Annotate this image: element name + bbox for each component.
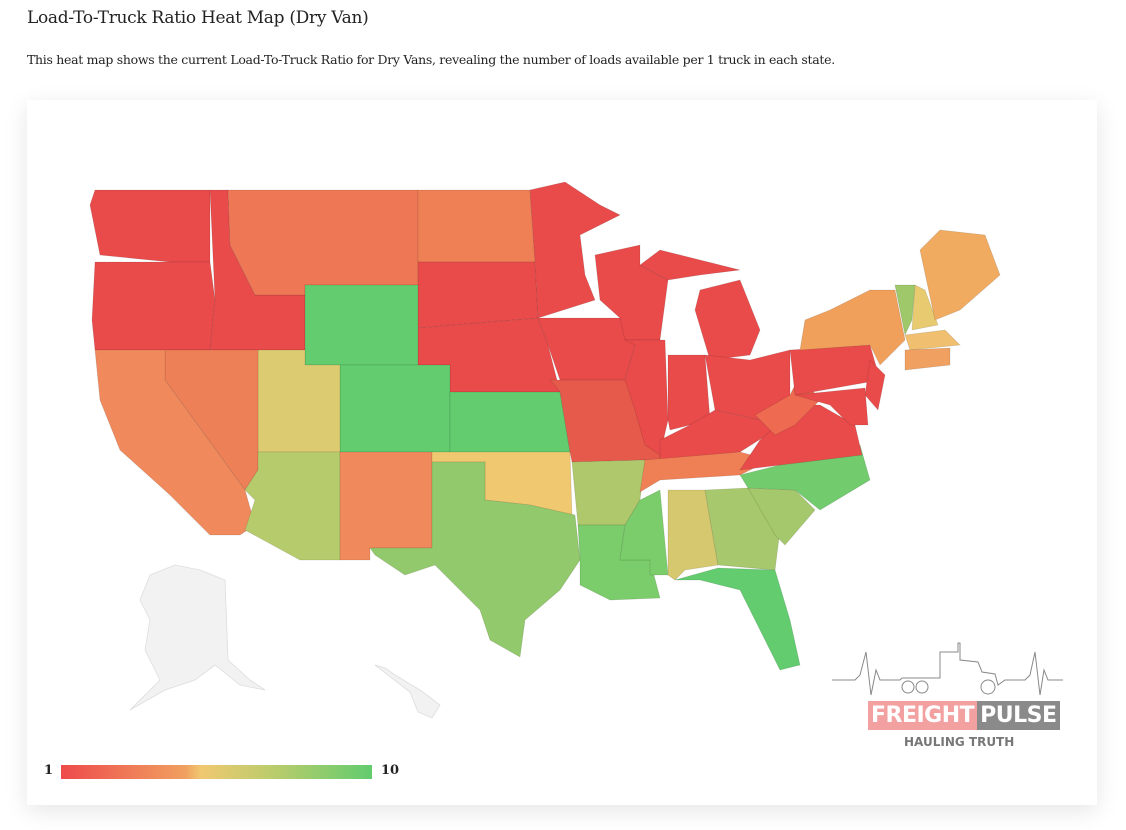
state-ct[interactable] <box>904 347 951 371</box>
state-mn[interactable] <box>529 181 621 319</box>
state-ks[interactable] <box>449 391 571 453</box>
state-ma[interactable] <box>904 329 961 351</box>
state-nm[interactable] <box>339 451 433 561</box>
state-wa[interactable] <box>89 189 211 263</box>
state-ut[interactable] <box>257 349 341 453</box>
state-ca[interactable] <box>94 349 256 536</box>
state-vt[interactable] <box>894 284 916 337</box>
legend-min-label: 1 <box>44 763 54 778</box>
page-description: This heat map shows the current Load-To-… <box>27 52 835 67</box>
logo-word-pulse: PULSE <box>977 701 1060 730</box>
state-hi[interactable] <box>374 664 441 719</box>
state-il[interactable] <box>624 339 669 456</box>
freight-pulse-logo: FREIGHT PULSE HAULING TRUTH <box>830 640 1065 760</box>
state-la[interactable] <box>577 524 661 601</box>
logo-word-freight: FREIGHT <box>868 701 978 730</box>
state-mi[interactable] <box>694 279 761 361</box>
legend-max-label: 10 <box>381 763 400 778</box>
state-co[interactable] <box>339 364 451 453</box>
logo-tagline: HAULING TRUTH <box>904 735 1015 749</box>
state-ak[interactable] <box>129 564 266 711</box>
state-md[interactable] <box>794 387 869 426</box>
state-nj[interactable] <box>864 359 886 411</box>
truck-heartbeat-icon <box>832 642 1063 696</box>
state-tx[interactable] <box>369 461 581 658</box>
legend-color-scale <box>61 765 372 779</box>
state-ms[interactable] <box>619 489 669 576</box>
state-or[interactable] <box>91 261 216 351</box>
state-nd[interactable] <box>417 189 536 263</box>
page-title: Load-To-Truck Ratio Heat Map (Dry Van) <box>27 8 369 28</box>
state-mt[interactable] <box>227 189 419 296</box>
state-fl[interactable] <box>674 567 801 671</box>
state-miu[interactable] <box>639 249 741 281</box>
state-az[interactable] <box>244 451 341 561</box>
state-nh[interactable] <box>911 284 939 331</box>
state-sd[interactable] <box>417 261 539 329</box>
state-nc[interactable] <box>739 444 871 511</box>
state-me[interactable] <box>919 229 1001 321</box>
state-wy[interactable] <box>304 284 419 366</box>
state-ny[interactable] <box>799 289 906 366</box>
